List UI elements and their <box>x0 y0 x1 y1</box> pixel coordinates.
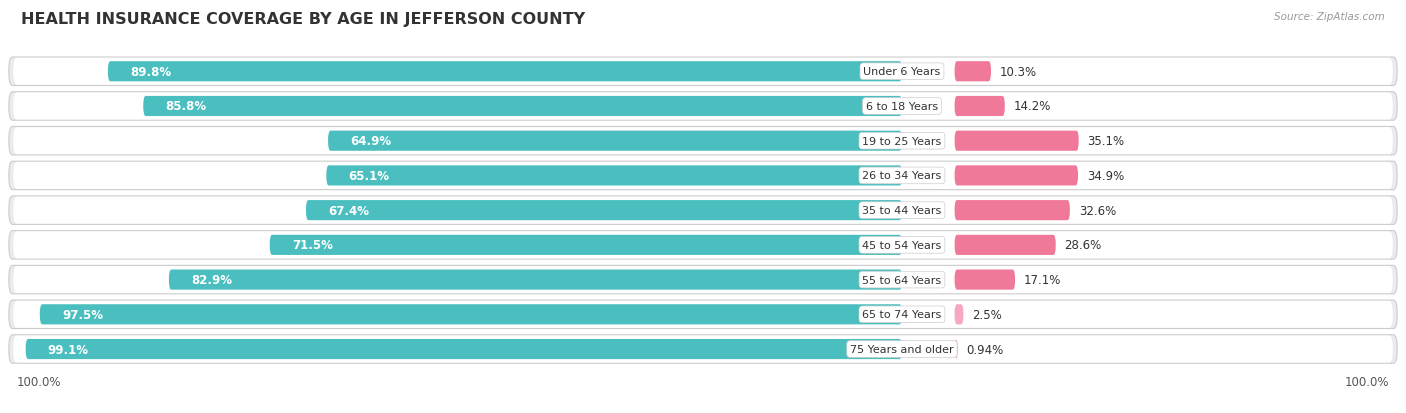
Text: 10.3%: 10.3% <box>1000 66 1038 78</box>
FancyBboxPatch shape <box>13 301 1393 328</box>
FancyBboxPatch shape <box>13 266 1393 293</box>
FancyBboxPatch shape <box>955 304 963 325</box>
FancyBboxPatch shape <box>108 62 903 82</box>
Text: HEALTH INSURANCE COVERAGE BY AGE IN JEFFERSON COUNTY: HEALTH INSURANCE COVERAGE BY AGE IN JEFF… <box>21 12 585 27</box>
Text: 35 to 44 Years: 35 to 44 Years <box>862 206 942 216</box>
Text: 28.6%: 28.6% <box>1064 239 1102 252</box>
Text: Source: ZipAtlas.com: Source: ZipAtlas.com <box>1274 12 1385 22</box>
Text: 26 to 34 Years: 26 to 34 Years <box>862 171 942 181</box>
Text: 65.1%: 65.1% <box>349 169 389 183</box>
FancyBboxPatch shape <box>143 97 903 117</box>
FancyBboxPatch shape <box>955 270 1015 290</box>
FancyBboxPatch shape <box>955 97 1005 117</box>
Text: 65 to 74 Years: 65 to 74 Years <box>862 310 942 320</box>
FancyBboxPatch shape <box>13 232 1393 259</box>
Text: 99.1%: 99.1% <box>48 343 89 356</box>
FancyBboxPatch shape <box>25 339 903 359</box>
FancyBboxPatch shape <box>8 266 1398 294</box>
FancyBboxPatch shape <box>13 128 1393 155</box>
Text: 67.4%: 67.4% <box>328 204 368 217</box>
FancyBboxPatch shape <box>8 231 1398 259</box>
Text: 75 Years and older: 75 Years and older <box>851 344 953 354</box>
FancyBboxPatch shape <box>8 93 1398 121</box>
Text: 100.0%: 100.0% <box>17 375 62 388</box>
FancyBboxPatch shape <box>39 304 903 325</box>
Text: 85.8%: 85.8% <box>166 100 207 113</box>
Text: 82.9%: 82.9% <box>191 273 232 286</box>
Text: 32.6%: 32.6% <box>1078 204 1116 217</box>
FancyBboxPatch shape <box>955 235 1056 255</box>
Text: 55 to 64 Years: 55 to 64 Years <box>862 275 942 285</box>
FancyBboxPatch shape <box>169 270 903 290</box>
Text: 45 to 54 Years: 45 to 54 Years <box>862 240 942 250</box>
FancyBboxPatch shape <box>328 131 903 152</box>
FancyBboxPatch shape <box>13 59 1393 85</box>
FancyBboxPatch shape <box>307 201 903 221</box>
FancyBboxPatch shape <box>8 58 1398 86</box>
Text: 100.0%: 100.0% <box>1344 375 1389 388</box>
Text: 97.5%: 97.5% <box>62 308 103 321</box>
Text: Under 6 Years: Under 6 Years <box>863 67 941 77</box>
FancyBboxPatch shape <box>326 166 903 186</box>
Text: 17.1%: 17.1% <box>1024 273 1062 286</box>
Text: 2.5%: 2.5% <box>973 308 1002 321</box>
FancyBboxPatch shape <box>8 127 1398 156</box>
Text: 19 to 25 Years: 19 to 25 Years <box>862 136 942 146</box>
Text: 14.2%: 14.2% <box>1014 100 1052 113</box>
FancyBboxPatch shape <box>955 166 1078 186</box>
FancyBboxPatch shape <box>13 197 1393 224</box>
FancyBboxPatch shape <box>13 162 1393 190</box>
FancyBboxPatch shape <box>955 62 991 82</box>
FancyBboxPatch shape <box>270 235 903 255</box>
FancyBboxPatch shape <box>13 93 1393 120</box>
Text: 0.94%: 0.94% <box>967 343 1004 356</box>
Text: 71.5%: 71.5% <box>292 239 333 252</box>
Text: 6 to 18 Years: 6 to 18 Years <box>866 102 938 112</box>
Text: 34.9%: 34.9% <box>1087 169 1125 183</box>
FancyBboxPatch shape <box>8 335 1398 363</box>
FancyBboxPatch shape <box>955 201 1070 221</box>
FancyBboxPatch shape <box>13 336 1393 363</box>
Text: 64.9%: 64.9% <box>350 135 391 148</box>
FancyBboxPatch shape <box>955 131 1078 152</box>
FancyBboxPatch shape <box>955 339 957 359</box>
Text: 89.8%: 89.8% <box>129 66 172 78</box>
Text: 35.1%: 35.1% <box>1088 135 1125 148</box>
FancyBboxPatch shape <box>8 197 1398 225</box>
FancyBboxPatch shape <box>8 162 1398 190</box>
FancyBboxPatch shape <box>8 300 1398 329</box>
